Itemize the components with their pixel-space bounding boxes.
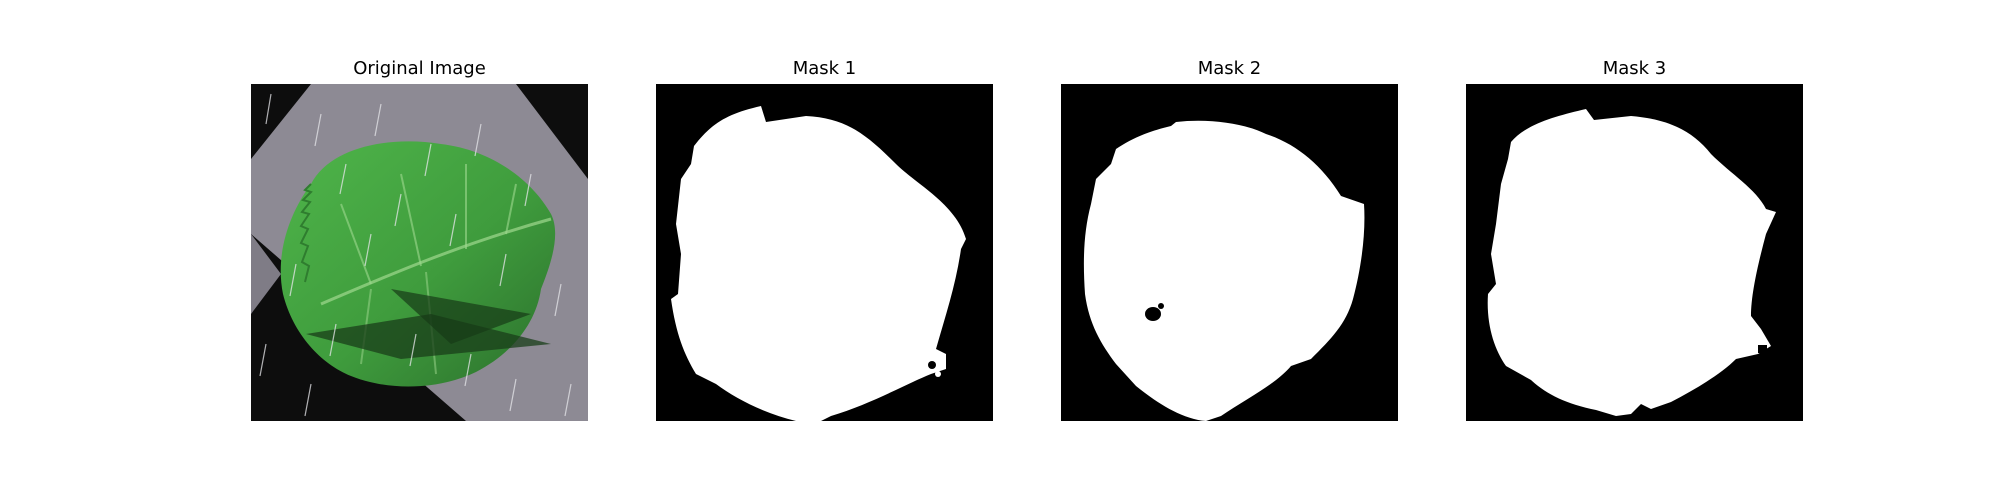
panel-title-mask-3: Mask 3 [1602,58,1667,79]
panel-title-mask-1: Mask 1 [792,58,857,79]
mask-3-shape [1466,84,1803,421]
panel-mask-3: Mask 3 [1466,55,1803,421]
panel-original: Original Image [251,55,588,421]
panel-title-mask-2: Mask 2 [1197,58,1262,79]
leaf-photo [251,84,588,421]
mask-3-image [1466,84,1803,421]
original-leaf-image [251,84,588,421]
mask-1-shape [656,84,993,421]
panel-title-original: Original Image [353,58,486,79]
mask-1-image [656,84,993,421]
mask-2-shape [1061,84,1398,421]
mask-2-image [1061,84,1398,421]
panel-mask-1: Mask 1 [656,55,993,421]
panel-mask-2: Mask 2 [1061,55,1398,421]
